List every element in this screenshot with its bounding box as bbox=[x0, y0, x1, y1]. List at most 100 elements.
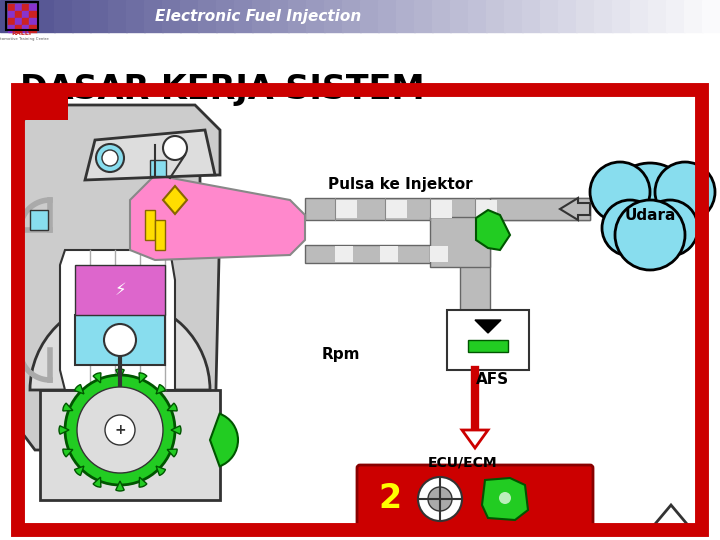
Text: Automotive Training Centre: Automotive Training Centre bbox=[0, 37, 49, 41]
Circle shape bbox=[499, 492, 511, 504]
Bar bbox=[450, 0, 469, 32]
Polygon shape bbox=[462, 430, 488, 448]
Bar bbox=[324, 0, 343, 32]
Circle shape bbox=[105, 415, 135, 445]
Bar bbox=[612, 0, 631, 32]
Bar bbox=[432, 0, 451, 32]
Wedge shape bbox=[116, 369, 125, 379]
Bar bbox=[29, 18, 36, 25]
Circle shape bbox=[418, 477, 462, 521]
Text: 2: 2 bbox=[379, 483, 402, 516]
Wedge shape bbox=[167, 403, 177, 411]
Wedge shape bbox=[59, 426, 69, 434]
Bar bbox=[8, 4, 15, 11]
Bar bbox=[22, 25, 29, 32]
Bar bbox=[522, 0, 541, 32]
FancyArrow shape bbox=[560, 198, 590, 220]
Wedge shape bbox=[30, 300, 210, 390]
Bar bbox=[385, 200, 407, 218]
Polygon shape bbox=[475, 320, 501, 333]
Circle shape bbox=[655, 162, 715, 222]
Bar bbox=[30, 210, 48, 230]
Bar bbox=[504, 0, 523, 32]
Wedge shape bbox=[171, 426, 181, 434]
FancyBboxPatch shape bbox=[357, 465, 593, 533]
Bar bbox=[684, 0, 703, 32]
Bar bbox=[8, 18, 15, 25]
Bar bbox=[342, 0, 361, 32]
Polygon shape bbox=[130, 175, 305, 260]
Bar bbox=[144, 0, 163, 32]
Bar bbox=[22, 11, 29, 18]
Bar bbox=[72, 0, 91, 32]
Text: ⚡: ⚡ bbox=[114, 281, 126, 299]
Bar bbox=[468, 0, 487, 32]
Wedge shape bbox=[63, 449, 73, 457]
Bar bbox=[447, 310, 529, 370]
Text: Pulsa ke Injektor: Pulsa ke Injektor bbox=[328, 178, 472, 192]
Text: Electronic Fuel Injection: Electronic Fuel Injection bbox=[155, 9, 361, 24]
Bar bbox=[486, 0, 505, 32]
Circle shape bbox=[102, 150, 118, 166]
Bar bbox=[40, 390, 220, 500]
Bar bbox=[252, 0, 271, 32]
Bar bbox=[36, 0, 55, 32]
Polygon shape bbox=[20, 105, 220, 450]
Bar bbox=[90, 0, 109, 32]
Bar bbox=[108, 0, 127, 32]
Bar bbox=[335, 246, 353, 262]
Bar bbox=[270, 0, 289, 32]
Polygon shape bbox=[60, 250, 175, 390]
Text: Rpm: Rpm bbox=[322, 348, 360, 362]
Bar bbox=[29, 11, 36, 18]
Bar bbox=[0, 0, 19, 32]
Wedge shape bbox=[75, 466, 84, 475]
Bar bbox=[648, 0, 667, 32]
Bar bbox=[15, 18, 22, 25]
Text: +: + bbox=[114, 423, 126, 437]
Bar bbox=[216, 0, 235, 32]
Bar bbox=[126, 0, 145, 32]
Bar bbox=[594, 0, 613, 32]
Bar bbox=[8, 25, 15, 32]
Bar bbox=[414, 0, 433, 32]
Wedge shape bbox=[156, 466, 166, 475]
Circle shape bbox=[590, 162, 650, 222]
Bar bbox=[430, 200, 452, 218]
Polygon shape bbox=[476, 210, 510, 250]
Circle shape bbox=[428, 487, 452, 511]
Bar bbox=[162, 0, 181, 32]
Bar bbox=[288, 0, 307, 32]
Bar bbox=[558, 0, 577, 32]
Bar bbox=[29, 4, 36, 11]
Text: RALLY: RALLY bbox=[12, 31, 32, 36]
Circle shape bbox=[608, 163, 692, 247]
Bar bbox=[22, 18, 29, 25]
Bar bbox=[18, 90, 68, 120]
Wedge shape bbox=[167, 449, 177, 457]
Circle shape bbox=[65, 375, 175, 485]
Bar bbox=[335, 200, 357, 218]
Wedge shape bbox=[116, 481, 125, 491]
Bar bbox=[666, 0, 685, 32]
Bar bbox=[305, 198, 590, 220]
Bar bbox=[18, 0, 37, 32]
Bar bbox=[306, 0, 325, 32]
Wedge shape bbox=[75, 384, 84, 394]
Bar bbox=[75, 315, 165, 365]
Bar bbox=[15, 11, 22, 18]
Circle shape bbox=[104, 324, 136, 356]
Bar bbox=[380, 246, 398, 262]
Circle shape bbox=[96, 144, 124, 172]
Text: DASAR KERJA SISTEM: DASAR KERJA SISTEM bbox=[20, 73, 425, 106]
Bar bbox=[540, 0, 559, 32]
Polygon shape bbox=[482, 478, 528, 520]
Bar bbox=[150, 160, 166, 176]
Bar bbox=[378, 0, 397, 32]
Bar bbox=[475, 200, 497, 218]
Bar bbox=[6, 2, 38, 30]
Bar bbox=[630, 0, 649, 32]
Wedge shape bbox=[93, 477, 101, 487]
Bar bbox=[54, 0, 73, 32]
Bar bbox=[234, 0, 253, 32]
